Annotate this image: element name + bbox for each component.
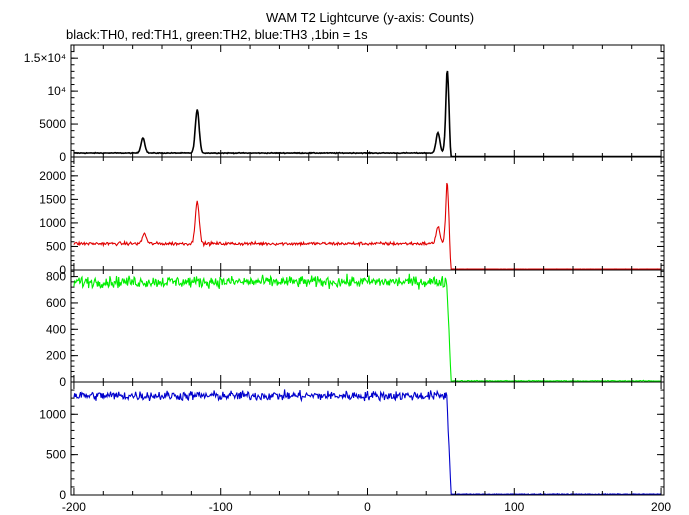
panel-frame (70, 44, 665, 158)
y-tick-label: 500 (46, 448, 66, 462)
y-tick-label: 1000 (39, 407, 66, 421)
y-tick-label: 800 (46, 270, 66, 284)
series-line-th2 (73, 273, 662, 383)
series-line-th3 (73, 389, 662, 496)
x-tick-label: 0 (364, 500, 371, 514)
series-line-th1 (73, 182, 662, 270)
y-tick-label: 0 (59, 375, 66, 389)
y-tick-label: 600 (46, 296, 66, 310)
figure-title: WAM T2 Lightcurve (y-axis: Counts) (266, 10, 474, 25)
x-tick-label: 100 (504, 500, 524, 514)
y-tick-label: 10⁴ (47, 84, 66, 98)
y-tick-label: 1500 (39, 192, 66, 206)
figure-subtitle: black:TH0, red:TH1, green:TH2, blue:TH3 … (66, 27, 368, 42)
panel-frame (70, 269, 665, 383)
panel-th1: 0 500 1000 1500 2000 (39, 156, 665, 277)
panels-group: 0500010⁴1.5×10⁴0500100015002000020040060… (24, 44, 665, 502)
y-tick-label: 0 (59, 488, 66, 502)
series-line-th0 (73, 70, 662, 158)
panel-th2: 0 200 400 600 800 (46, 269, 665, 389)
x-axis-labels: -200 -100 0 100 200 (62, 500, 671, 514)
panel-th0: 0 5000 10⁴ 1.5×10⁴ (24, 44, 665, 164)
y-tick-label: 400 (46, 322, 66, 336)
x-tick-label: 200 (651, 500, 671, 514)
y-tick-label: 200 (46, 349, 66, 363)
x-tick-label: -100 (209, 500, 233, 514)
y-tick-label: 0 (59, 263, 66, 277)
y-tick-label: 1.5×10⁴ (24, 51, 66, 65)
y-tick-label: 0 (59, 150, 66, 164)
panel-frame (70, 156, 665, 271)
x-tick-label: -200 (62, 500, 86, 514)
y-tick-label: 1000 (39, 216, 66, 230)
y-tick-label: 2000 (39, 169, 66, 183)
panel-th3: 0 500 1000 (39, 381, 665, 502)
y-tick-label: 500 (46, 239, 66, 253)
y-tick-label: 5000 (39, 117, 66, 131)
